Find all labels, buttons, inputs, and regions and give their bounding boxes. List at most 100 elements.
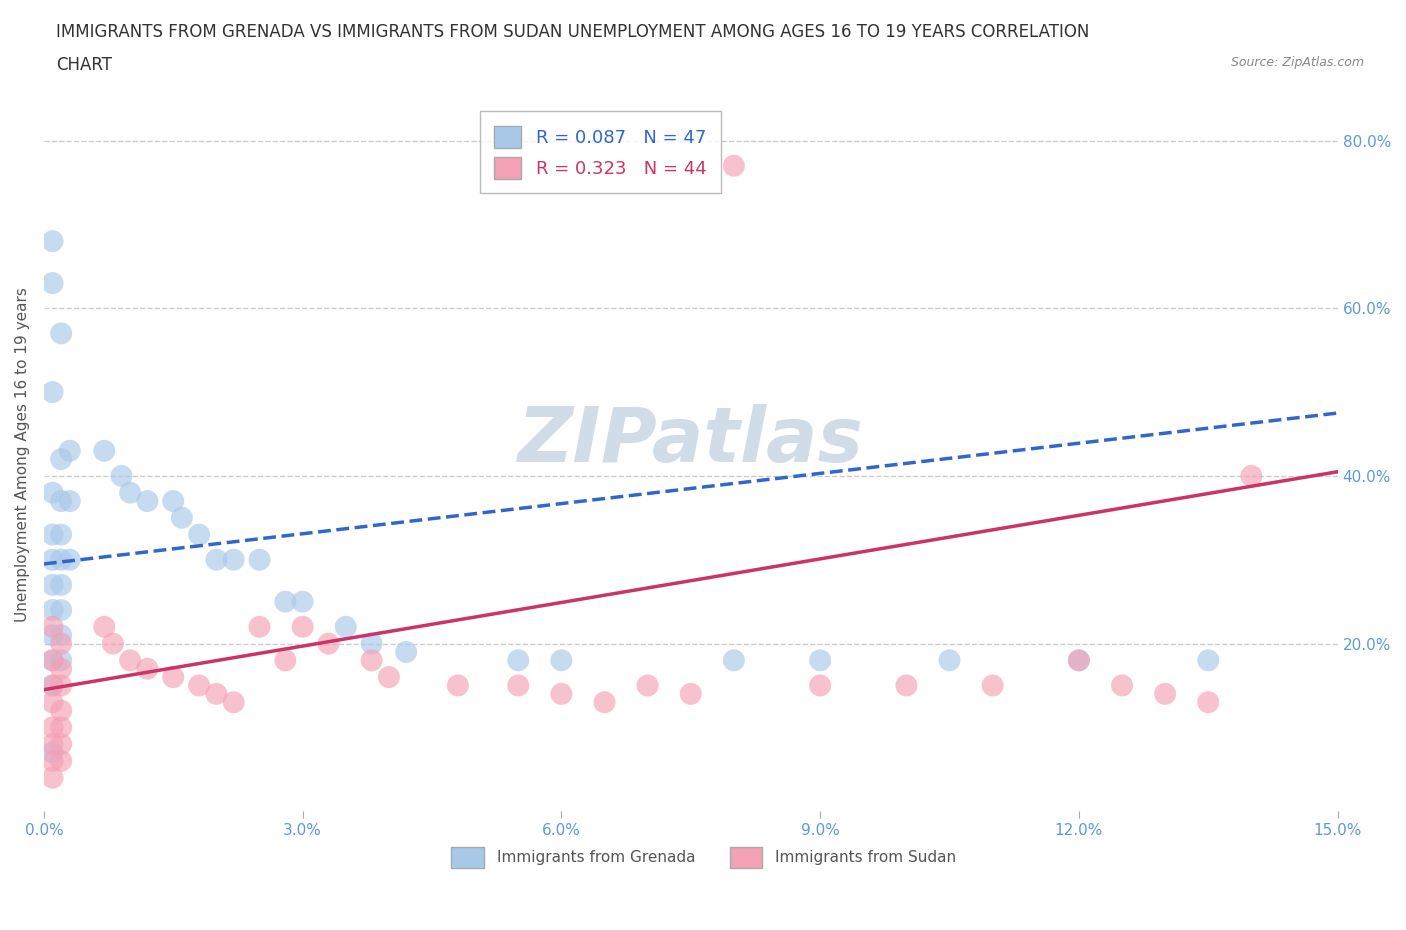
Point: [162, 670, 184, 684]
Point: [550, 653, 572, 668]
Point: [41, 753, 63, 768]
Text: Source: ZipAtlas.com: Source: ZipAtlas.com: [1230, 56, 1364, 69]
Point: [550, 686, 572, 701]
Legend: R = 0.087   N = 47, R = 0.323   N = 44: R = 0.087 N = 47, R = 0.323 N = 44: [479, 112, 721, 193]
Bar: [730, 847, 762, 869]
Point: [335, 619, 357, 634]
Point: [93, 619, 115, 634]
Point: [41, 485, 63, 500]
Point: [59, 444, 82, 458]
Point: [808, 653, 831, 668]
Point: [41, 678, 63, 693]
Point: [395, 644, 418, 659]
Point: [41, 770, 63, 785]
Point: [1154, 686, 1177, 701]
Point: [49, 552, 72, 567]
Point: [41, 695, 63, 710]
Point: [378, 670, 401, 684]
Point: [508, 678, 530, 693]
Point: [41, 678, 63, 693]
Point: [59, 552, 82, 567]
Point: [274, 653, 297, 668]
Point: [49, 603, 72, 618]
Point: [188, 527, 211, 542]
Point: [447, 678, 470, 693]
Point: [120, 653, 142, 668]
Point: [981, 678, 1004, 693]
Point: [318, 636, 340, 651]
Point: [41, 527, 63, 542]
Point: [49, 494, 72, 509]
Point: [162, 494, 184, 509]
Point: [291, 594, 314, 609]
Point: [249, 619, 271, 634]
Point: [59, 494, 82, 509]
Point: [49, 661, 72, 676]
Point: [274, 594, 297, 609]
Point: [1067, 653, 1090, 668]
Point: [49, 452, 72, 467]
Point: [508, 653, 530, 668]
Point: [41, 737, 63, 751]
Point: [41, 653, 63, 668]
Point: [205, 686, 228, 701]
Text: Immigrants from Grenada: Immigrants from Grenada: [496, 850, 695, 865]
Point: [723, 158, 745, 173]
Point: [41, 603, 63, 618]
Text: CHART: CHART: [56, 56, 112, 73]
Point: [49, 737, 72, 751]
Point: [41, 385, 63, 400]
Text: ZIPatlas: ZIPatlas: [517, 404, 863, 478]
Point: [593, 695, 616, 710]
Point: [93, 444, 115, 458]
Point: [41, 720, 63, 735]
Point: [49, 578, 72, 592]
Point: [49, 326, 72, 341]
Point: [49, 678, 72, 693]
Point: [291, 619, 314, 634]
Point: [896, 678, 918, 693]
Point: [110, 469, 132, 484]
Point: [41, 552, 63, 567]
Point: [120, 485, 142, 500]
Point: [136, 494, 159, 509]
Point: [49, 628, 72, 643]
Point: [41, 628, 63, 643]
Point: [49, 527, 72, 542]
Point: [808, 678, 831, 693]
Point: [188, 678, 211, 693]
Point: [101, 636, 124, 651]
Point: [679, 686, 702, 701]
Y-axis label: Unemployment Among Ages 16 to 19 years: Unemployment Among Ages 16 to 19 years: [15, 287, 30, 622]
Point: [49, 703, 72, 718]
Point: [360, 636, 382, 651]
Point: [1197, 695, 1219, 710]
Point: [41, 745, 63, 760]
Point: [49, 753, 72, 768]
Point: [49, 636, 72, 651]
Text: IMMIGRANTS FROM GRENADA VS IMMIGRANTS FROM SUDAN UNEMPLOYMENT AMONG AGES 16 TO 1: IMMIGRANTS FROM GRENADA VS IMMIGRANTS FR…: [56, 23, 1090, 41]
Point: [41, 275, 63, 290]
Point: [360, 653, 382, 668]
Point: [1197, 653, 1219, 668]
Point: [222, 552, 245, 567]
Point: [136, 661, 159, 676]
Point: [41, 653, 63, 668]
Point: [41, 233, 63, 248]
Point: [938, 653, 960, 668]
Point: [41, 619, 63, 634]
Bar: [451, 847, 484, 869]
Point: [1240, 469, 1263, 484]
Point: [1067, 653, 1090, 668]
Point: [205, 552, 228, 567]
Point: [249, 552, 271, 567]
Point: [170, 511, 193, 525]
Point: [1111, 678, 1133, 693]
Text: Immigrants from Sudan: Immigrants from Sudan: [775, 850, 956, 865]
Point: [637, 678, 659, 693]
Point: [41, 578, 63, 592]
Point: [49, 653, 72, 668]
Point: [222, 695, 245, 710]
Point: [723, 653, 745, 668]
Point: [49, 720, 72, 735]
